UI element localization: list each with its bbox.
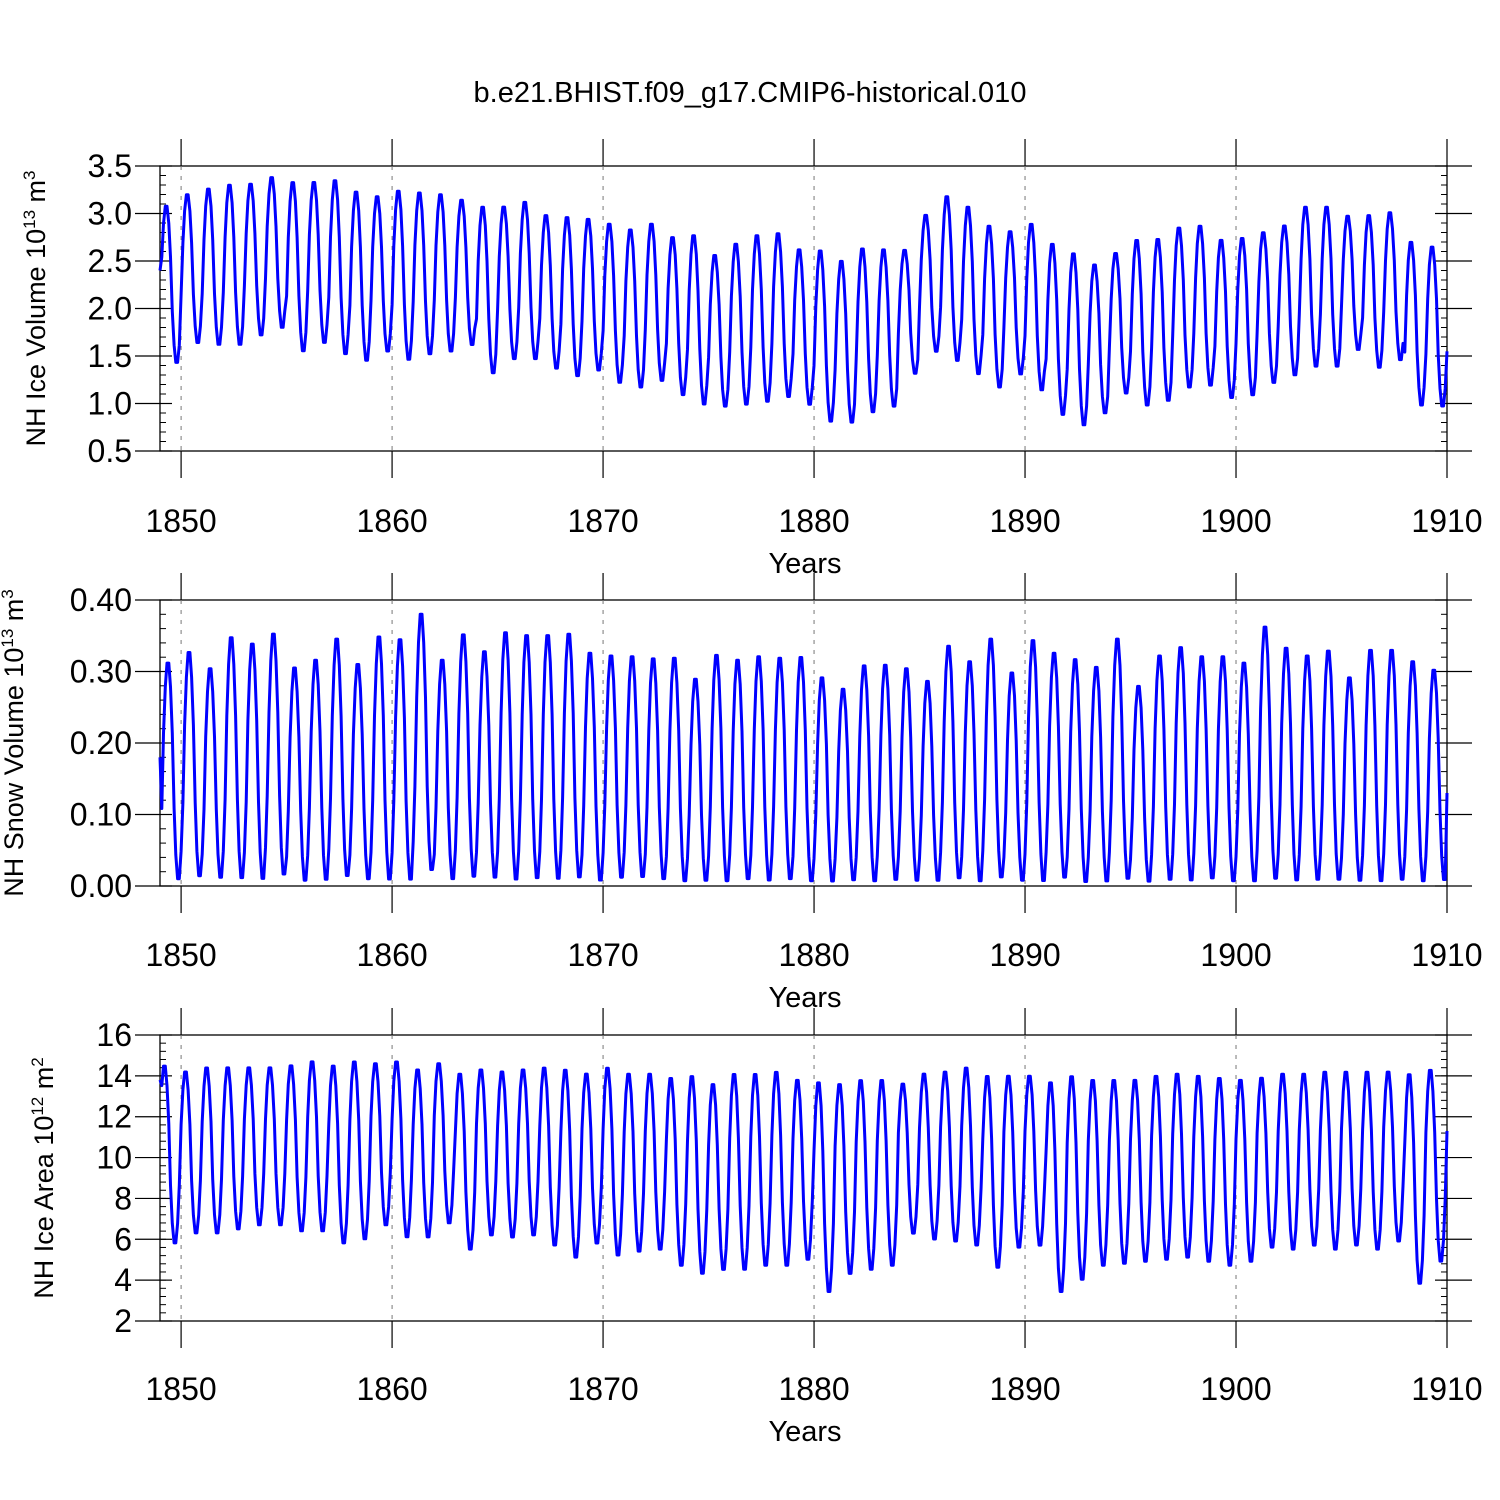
y-axis-title: NH Ice Area 1012 m2 [28,1057,59,1298]
y-tick-label: 1.5 [88,338,132,374]
y-tick-label: 0.40 [70,582,132,618]
y-tick-label: 16 [96,1017,132,1053]
figure-title: b.e21.BHIST.f09_g17.CMIP6-historical.010 [474,77,1027,109]
x-tick-label: 1890 [989,937,1060,973]
x-tick-label: 1850 [146,503,217,539]
y-tick-label: 0.00 [70,868,132,904]
x-tick-label: 1900 [1200,503,1271,539]
y-tick-label: 14 [96,1058,132,1094]
x-tick-label: 1910 [1411,1371,1482,1407]
x-tick-label: 1870 [567,937,638,973]
x-tick-label: 1880 [778,1371,849,1407]
y-tick-label: 1.0 [88,386,132,422]
y-tick-label: 2 [114,1303,132,1339]
y-tick-label: 2.5 [88,243,132,279]
y-tick-label: 0.30 [70,654,132,690]
x-tick-label: 1860 [356,1371,427,1407]
y-tick-label: 10 [96,1140,132,1176]
y-axis-title: NH Ice Volume 1013 m3 [20,171,51,447]
x-tick-label: 1870 [567,503,638,539]
ice-volume-panel: 0.5 1.0 1.5 2.0 2.5 3.0 3.5 1850 1860 1870 1880 189… [20,139,1483,580]
y-tick-label: 6 [114,1221,132,1257]
x-axis-title: Years [768,1416,841,1448]
x-tick-label: 1880 [778,937,849,973]
x-tick-label: 1870 [567,1371,638,1407]
x-tick-label: 1880 [778,503,849,539]
data-series-line [158,1060,1449,1293]
x-tick-label: 1860 [356,503,427,539]
data-series-line [158,612,1449,883]
x-tick-label: 1850 [146,1371,217,1407]
y-tick-label: 0.5 [88,433,132,469]
x-tick-label: 1890 [989,1371,1060,1407]
y-tick-label: 3.5 [88,148,132,184]
x-tick-label: 1850 [146,937,217,973]
x-tick-label: 1910 [1411,937,1482,973]
x-tick-label: 1900 [1200,937,1271,973]
y-axis-title: NH Snow Volume 1013 m3 [0,589,29,897]
y-tick-label: 8 [114,1180,132,1216]
snow-volume-panel: 0.00 0.10 0.20 0.30 0.40 1850 1860 1870 1880 1890… [0,573,1483,1014]
x-tick-label: 1890 [989,503,1060,539]
x-axis-title: Years [768,548,841,580]
x-axis-title: Years [768,982,841,1014]
data-series-line [158,176,1449,427]
y-tick-label: 2.0 [88,291,132,327]
y-tick-label: 0.10 [70,797,132,833]
y-tick-label: 4 [114,1262,132,1298]
x-tick-label: 1900 [1200,1371,1271,1407]
y-tick-label: 12 [96,1099,132,1135]
y-tick-label: 3.0 [88,196,132,232]
ice-area-panel: 2 4 6 8 10 12 14 16 1850 1860 1870 1880 1890 1900 1910… [28,1008,1483,1448]
x-tick-label: 1860 [356,937,427,973]
y-tick-label: 0.20 [70,725,132,761]
x-tick-label: 1910 [1411,503,1482,539]
